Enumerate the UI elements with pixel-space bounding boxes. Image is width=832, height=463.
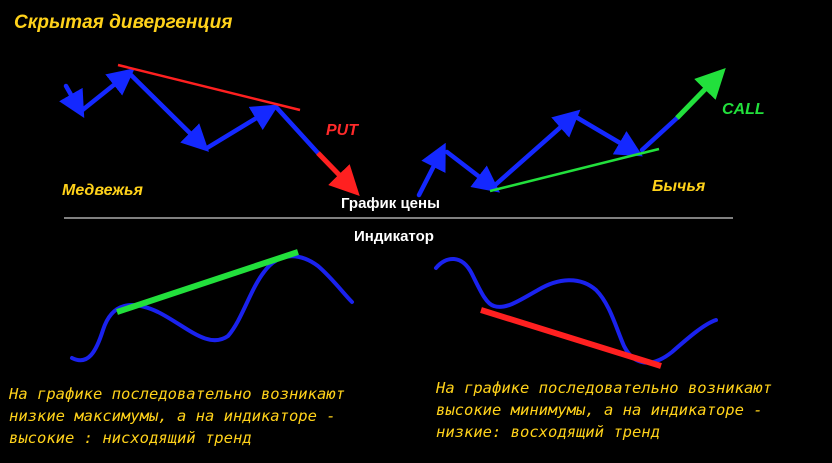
bullish-description-line: низкие: восходящий тренд xyxy=(436,423,660,441)
bearish-highs-trendline xyxy=(117,63,301,112)
bearish-description-line: высокие : нисходящий тренд xyxy=(9,429,252,447)
bullish-indicator-trendline xyxy=(480,307,662,369)
bearish-description-line: низкие максимумы, а на индикаторе - xyxy=(9,407,336,425)
bearish-price-path xyxy=(59,68,321,156)
bearish-indicator-trendline xyxy=(116,249,299,315)
put-arrow xyxy=(316,151,360,197)
bullish-description-line: На графике последовательно возникают xyxy=(436,379,772,397)
indicator-label: Индикатор xyxy=(354,228,434,245)
diagram-title: Скрытая дивергенция xyxy=(14,12,233,33)
bullish-lows-trendline xyxy=(489,147,660,193)
bullish-description-line: высокие минимумы, а на индикаторе - xyxy=(436,401,763,419)
bearish-indicator-curve xyxy=(70,254,354,363)
bullish-label: Бычья xyxy=(652,178,706,195)
bearish-label: Медвежья xyxy=(62,182,143,199)
bearish-description-line: На графике последовательно возникают xyxy=(9,385,345,403)
call-arrow xyxy=(675,67,726,120)
bullish-description: На графике последовательно возникают выс… xyxy=(436,377,772,443)
bearish-description: На графике последовательно возникают низ… xyxy=(9,383,345,449)
put-label: PUT xyxy=(326,122,358,139)
bullish-indicator-curve xyxy=(434,257,718,365)
bullish-price-path xyxy=(416,109,680,198)
price-chart-label: График цены xyxy=(341,195,440,212)
call-label: CALL xyxy=(722,101,765,118)
